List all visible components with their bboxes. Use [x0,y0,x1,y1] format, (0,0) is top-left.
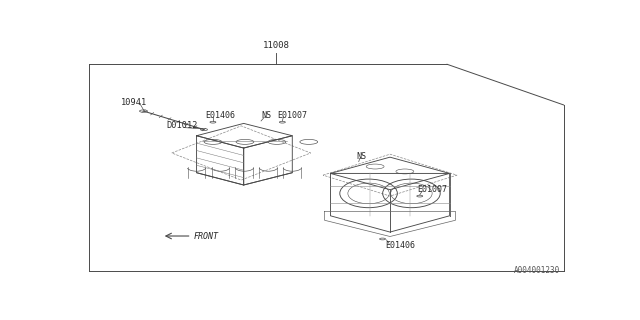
Text: NS: NS [356,152,366,161]
Text: E01007: E01007 [277,111,307,120]
Text: NS: NS [261,111,271,120]
Text: FRONT: FRONT [194,231,219,241]
Text: E01007: E01007 [417,185,447,194]
Text: D01012: D01012 [167,121,198,130]
Text: E01406: E01406 [205,111,236,120]
Text: A004001230: A004001230 [514,267,560,276]
Text: E01406: E01406 [385,241,415,250]
Text: 10941: 10941 [121,98,147,107]
Text: 11008: 11008 [262,41,289,50]
